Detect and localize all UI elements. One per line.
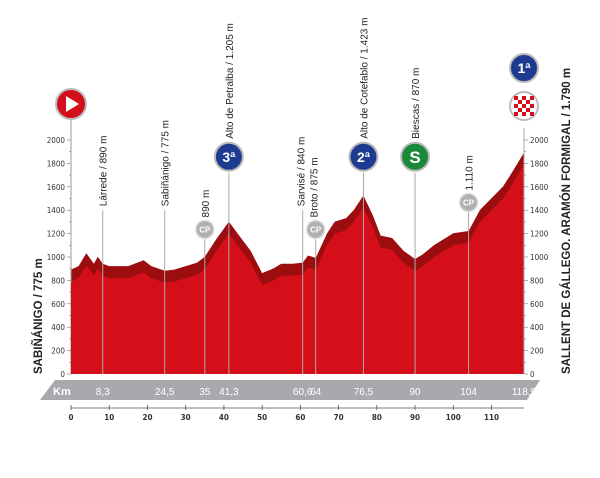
km-label: 35 [199,387,211,398]
y-tick-label: 1200 [530,230,549,239]
x-tick-label: 30 [181,413,191,422]
category-1-climb-icon [509,53,539,83]
checker-square [522,96,526,100]
checker-square [514,104,518,108]
checker-square [526,108,530,112]
climb-badge: 3ª [222,149,236,165]
checker-square [522,104,526,108]
y-tick-label: 600 [530,300,544,309]
climb-badge: 2ª [357,149,371,165]
y-tick-label: 2000 [47,136,66,145]
category-2-climb-icon [348,141,379,172]
y-tick-label: 1600 [47,183,66,192]
checker-square [514,112,518,116]
location-label: Alto de Cotefablo / 1.423 m [359,18,370,139]
profile-fill [71,164,524,374]
km-label: 76,5 [354,387,374,398]
y-tick-label: 1800 [530,159,549,168]
y-tick-label: 1600 [530,183,549,192]
y-tick-label: 1000 [47,253,66,262]
x-tick-label: 100 [446,413,461,422]
km-band [40,380,540,400]
y-tick-label: 0 [530,370,535,379]
checker-square [526,100,530,104]
cp-icon [458,192,479,213]
y-tick-label: 1400 [47,206,66,215]
cp-badge: CP [463,199,475,208]
checker-square [518,108,522,112]
km-label: 8,3 [96,387,110,398]
x-tick-label: 0 [68,413,73,422]
checker-square [518,100,522,104]
y-tick-label: 2000 [530,136,549,145]
y-tick-label: 600 [51,300,65,309]
km-band-label: Km [53,386,71,398]
x-tick-label: 110 [484,413,499,422]
x-tick-label: 10 [104,413,114,422]
location-label: Alto de Petralba / 1.205 m [225,23,236,139]
checker-square [530,96,534,100]
markers: 8,3 Lárrede / 890 m 24,5 Sabiñánigo / 775 m… [55,18,539,398]
y-tick-label: 800 [51,276,65,285]
km-label: 41,3 [219,387,239,398]
y-tick-label: 200 [530,347,544,356]
y-tick-label: 400 [51,323,65,332]
cp-icon [195,219,215,240]
km-label: 24,5 [155,387,175,398]
km-label: 90 [409,387,421,398]
location-label: 1.110 m [465,155,476,190]
cp-badge: CP [310,225,322,234]
checker-square [522,112,526,116]
y-tick-label: 0 [60,370,65,379]
y-tick-label: 1000 [530,253,549,262]
x-tick-label: 60 [295,413,305,422]
location-label: Biescas / 870 m [411,68,422,139]
x-tick-label: 80 [372,413,382,422]
x-tick-label: 20 [142,413,152,422]
x-tick-label: 40 [219,413,229,422]
y-tick-label: 1800 [47,159,66,168]
category-3-climb-icon [213,141,244,172]
sprint-badge: S [409,148,420,167]
km-label: 60,6 [293,387,313,398]
checker-square [530,112,534,116]
start-label: SABIÑÁNIGO / 775 m [32,258,45,374]
location-label: Broto / 875 m [310,157,321,217]
x-tick-label: 50 [257,413,267,422]
sprint-icon [400,141,431,172]
location-label: Sarvisé / 840 m [297,137,308,206]
y-tick-label: 800 [530,276,544,285]
km-label: 104 [460,387,477,398]
y-tick-label: 1400 [530,206,549,215]
y-tick-label: 200 [51,347,65,356]
checker-square [530,104,534,108]
checker-square [514,96,518,100]
km-label: 64 [310,387,322,398]
profile-area [71,152,524,374]
location-label: Lárrede / 890 m [99,136,110,207]
cp-icon [305,219,326,240]
finish-label: SALLENT DE GÁLLEGO. ARAMÓN FORMIGAL / 1.… [560,68,573,374]
x-tick-label: 70 [334,413,344,422]
location-label: 890 m [201,190,212,218]
km-label: 118,5 [512,387,537,398]
y-tick-label: 400 [530,323,544,332]
start-triangle-icon [66,96,79,112]
y-tick-label: 1200 [47,230,66,239]
cp-badge: CP [199,225,211,234]
x-tick-label: 90 [410,413,420,422]
location-label: Sabiñánigo / 775 m [161,120,172,206]
climb-badge: 1ª [518,60,532,76]
